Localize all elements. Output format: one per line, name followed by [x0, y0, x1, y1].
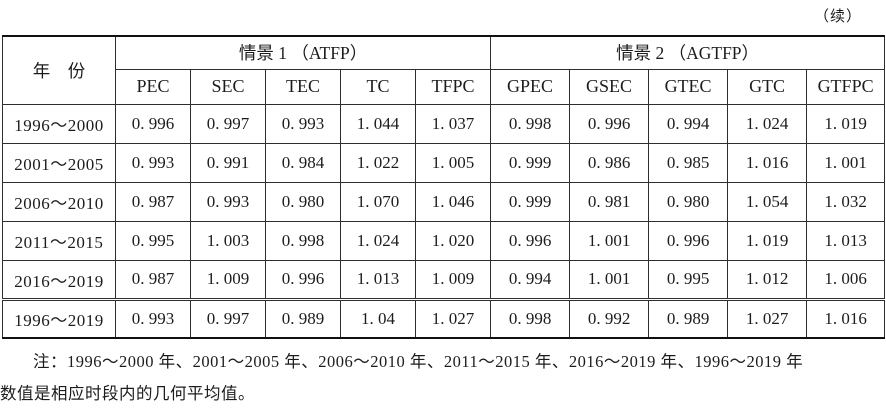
column-header-gpec: GPEC	[490, 68, 571, 105]
table-cell: 1. 001	[569, 259, 650, 301]
footnote-line-1: 注：1996～2000 年、2001～2005 年、2006～2010 年、20…	[33, 352, 804, 371]
table-cell: 1. 027	[727, 298, 808, 339]
table-cell: 1. 032	[806, 181, 886, 222]
column-header-tc: TC	[340, 68, 416, 105]
table-cell: 1. 001	[806, 142, 886, 183]
year-cell: 2001～2005	[2, 142, 116, 183]
table-cell: 1. 016	[727, 142, 808, 183]
table-cell: 1. 013	[806, 220, 886, 261]
table-cell: 1. 022	[340, 142, 416, 183]
tfp-decomposition-table: 年 份 情景 1 （ATFP） 情景 2 （AGTFP） PEC SEC TEC…	[2, 35, 886, 339]
table-cell: 0. 981	[569, 181, 650, 222]
table-cell: 1. 070	[340, 181, 416, 222]
table-cell: 0. 989	[648, 298, 729, 339]
scenario1-group-header: 情景 1 （ATFP）	[114, 35, 492, 70]
column-header-gsec: GSEC	[569, 68, 650, 105]
table-cell: 1. 020	[414, 220, 492, 261]
table-cell: 1. 037	[414, 103, 492, 144]
table-cell: 0. 993	[115, 142, 191, 183]
table-cell: 0. 993	[190, 181, 266, 222]
table-row: 2011～2015 0. 995 1. 003 0. 998 1. 024 1.…	[2, 220, 886, 261]
header-group-row: 年 份 情景 1 （ATFP） 情景 2 （AGTFP）	[2, 35, 886, 105]
table-cell: 0. 993	[115, 298, 191, 339]
table-cell: 1. 024	[727, 103, 808, 144]
table-cell: 1. 003	[190, 220, 266, 261]
table-cell: 1. 006	[806, 259, 886, 301]
table-cell: 1. 019	[806, 103, 886, 144]
column-header-gtfpc: GTFPC	[806, 68, 886, 105]
table-cell: 1. 009	[414, 259, 492, 301]
year-cell: 2016～2019	[2, 259, 116, 301]
table-cell: 1. 054	[727, 181, 808, 222]
table-cell: 1. 009	[190, 259, 266, 301]
year-cell: 2011～2015	[2, 220, 116, 261]
table-row-summary: 1996～2019 0. 993 0. 997 0. 989 1. 04 1. …	[2, 298, 886, 339]
table-cell: 0. 991	[190, 142, 266, 183]
column-header-tfpc: TFPC	[414, 68, 492, 105]
table-cell: 1. 013	[340, 259, 416, 301]
table-cell: 1. 027	[414, 298, 492, 339]
table-cell: 1. 04	[340, 298, 416, 339]
table-cell: 0. 997	[190, 103, 266, 144]
table-cell: 0. 987	[115, 259, 191, 301]
scenario2-group-header: 情景 2 （AGTFP）	[490, 35, 886, 70]
table-cell: 0. 994	[490, 259, 571, 301]
table-cell: 0. 996	[569, 103, 650, 144]
table-cell: 0. 980	[648, 181, 729, 222]
table-cell: 1. 016	[806, 298, 886, 339]
column-header-sec: SEC	[190, 68, 266, 105]
table-cell: 0. 993	[265, 103, 341, 144]
column-header-tec: TEC	[265, 68, 341, 105]
table-header: 年 份 情景 1 （ATFP） 情景 2 （AGTFP） PEC SEC TEC…	[2, 35, 886, 105]
table-cell: 0. 989	[265, 298, 341, 339]
table-cell: 0. 985	[648, 142, 729, 183]
table-cell: 0. 984	[265, 142, 341, 183]
table-footnote: 注：1996～2000 年、2001～2005 年、2006～2010 年、20…	[0, 346, 886, 410]
table-cell: 0. 995	[648, 259, 729, 301]
table-cell: 0. 996	[490, 220, 571, 261]
footnote-line-2: 数值是相应时段内的几何平均值。	[0, 384, 255, 403]
table-row: 2016～2019 0. 987 1. 009 0. 996 1. 013 1.…	[2, 259, 886, 301]
table-cell: 0. 996	[265, 259, 341, 301]
table-cell: 1. 005	[414, 142, 492, 183]
table-cell: 0. 997	[190, 298, 266, 339]
column-header-gtec: GTEC	[648, 68, 729, 105]
table-cell: 0. 986	[569, 142, 650, 183]
table-cell: 0. 996	[648, 220, 729, 261]
table-cell: 0. 994	[648, 103, 729, 144]
year-column-header: 年 份	[2, 35, 116, 105]
table-cell: 0. 992	[569, 298, 650, 339]
table-row: 2006～2010 0. 987 0. 993 0. 980 1. 070 1.…	[2, 181, 886, 222]
table-cell: 0. 998	[490, 103, 571, 144]
table-cell: 0. 999	[490, 181, 571, 222]
table-cell: 0. 998	[490, 298, 571, 339]
table-cell: 1. 012	[727, 259, 808, 301]
year-cell: 2006～2010	[2, 181, 116, 222]
table-cell: 0. 995	[115, 220, 191, 261]
table-cell: 1. 046	[414, 181, 492, 222]
year-cell: 1996～2000	[2, 103, 116, 144]
table-cell: 0. 980	[265, 181, 341, 222]
table-body: 1996～2000 0. 996 0. 997 0. 993 1. 044 1.…	[2, 103, 886, 339]
table-cell: 0. 998	[265, 220, 341, 261]
column-header-pec: PEC	[115, 68, 191, 105]
table-row: 1996～2000 0. 996 0. 997 0. 993 1. 044 1.…	[2, 103, 886, 144]
table-row: 2001～2005 0. 993 0. 991 0. 984 1. 022 1.…	[2, 142, 886, 183]
header-sub-row: PEC SEC TEC TC TFPC GPEC GSEC GTEC GTC G…	[3, 68, 886, 105]
table-cell: 0. 996	[115, 103, 191, 144]
table-cell: 1. 044	[340, 103, 416, 144]
column-header-gtc: GTC	[727, 68, 808, 105]
table-cell: 1. 019	[727, 220, 808, 261]
table-cell: 0. 987	[115, 181, 191, 222]
year-cell: 1996～2019	[2, 298, 116, 339]
continued-marker: （续）	[813, 9, 862, 25]
table-cell: 1. 001	[569, 220, 650, 261]
table-cell: 1. 024	[340, 220, 416, 261]
table-cell: 0. 999	[490, 142, 571, 183]
